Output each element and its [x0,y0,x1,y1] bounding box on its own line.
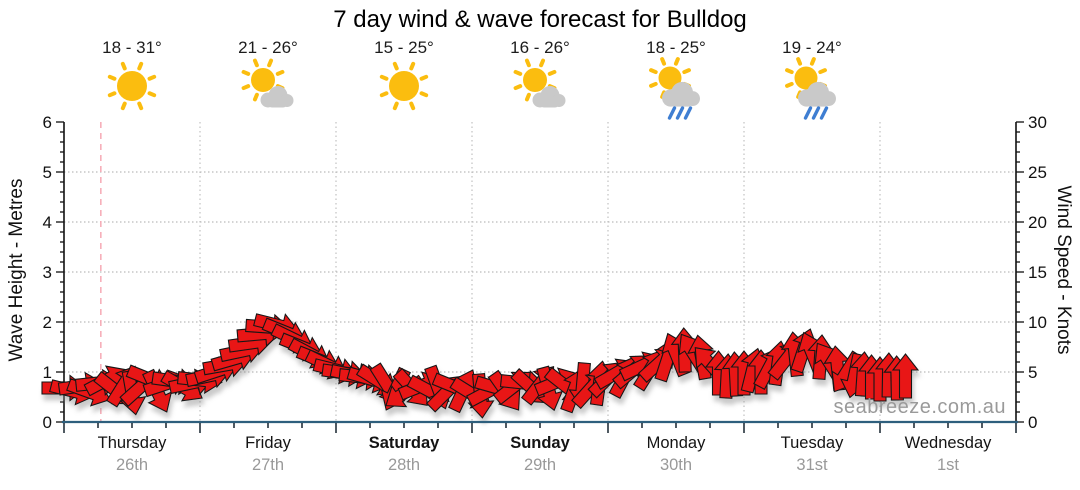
right-tick-label: 0 [1028,413,1037,432]
showers-icon [649,57,700,120]
y-gridlines [64,171,1016,373]
left-tick-label: 2 [43,313,52,332]
right-tick-label: 10 [1028,313,1047,332]
temp-range: 18 - 25° [646,38,706,57]
chart-title: 7 day wind & wave forecast for Bulldog [333,6,747,33]
day-date-label: 1st [936,456,959,474]
right-tick-label: 5 [1028,363,1037,382]
right-tick-label: 30 [1028,113,1047,132]
temp-range: 19 - 24° [782,38,842,57]
day-date-label: 27th [251,456,285,474]
day-date-label: 28th [387,456,421,474]
right-tick-label: 25 [1028,163,1047,182]
left-tick-label: 1 [43,363,52,382]
wind-arrows [41,313,920,419]
day-date-label: 31st [796,456,828,474]
left-tick-label: 6 [43,113,52,132]
day-name-label: Thursday [97,434,167,452]
left-tick-label: 4 [43,213,52,232]
partly-cloudy-icon [513,58,566,108]
day-name-label: Saturday [368,434,440,452]
day-name-label: Friday [245,434,291,452]
day-date-label: 26th [115,456,149,474]
left-tick-label: 3 [43,263,52,282]
left-axis-title: Wave Height - Metres [6,178,27,362]
day-boundary-lines [199,122,881,422]
x-axis-ticks [63,423,1017,433]
day-date-label: 29th [523,456,557,474]
temp-range: 21 - 26° [238,38,298,57]
temp-range: 16 - 26° [510,38,570,57]
sunny-icon [379,61,429,111]
sunny-icon [107,61,157,111]
right-tick-label: 15 [1028,263,1047,282]
day-name-label: Sunday [510,434,570,452]
day-name-label: Tuesday [780,434,844,452]
left-tick-label: 5 [43,163,52,182]
showers-icon [785,57,836,120]
day-date-label: 30th [659,456,693,474]
day-name-label: Monday [646,434,706,452]
temp-range: 15 - 25° [374,38,434,57]
axis-tick-labels: 0 01 52 103 154 205 256 30 [43,113,1047,432]
day-name-label: Wednesday [904,434,992,452]
right-axis-title: Wind Speed - Knots [1053,185,1074,355]
partly-cloudy-icon [241,58,294,108]
left-tick-label: 0 [43,413,52,432]
right-tick-label: 20 [1028,213,1047,232]
wind-arrow [891,353,920,399]
watermark: seabreeze.com.au [833,396,1006,418]
temp-range: 18 - 31° [102,38,162,57]
